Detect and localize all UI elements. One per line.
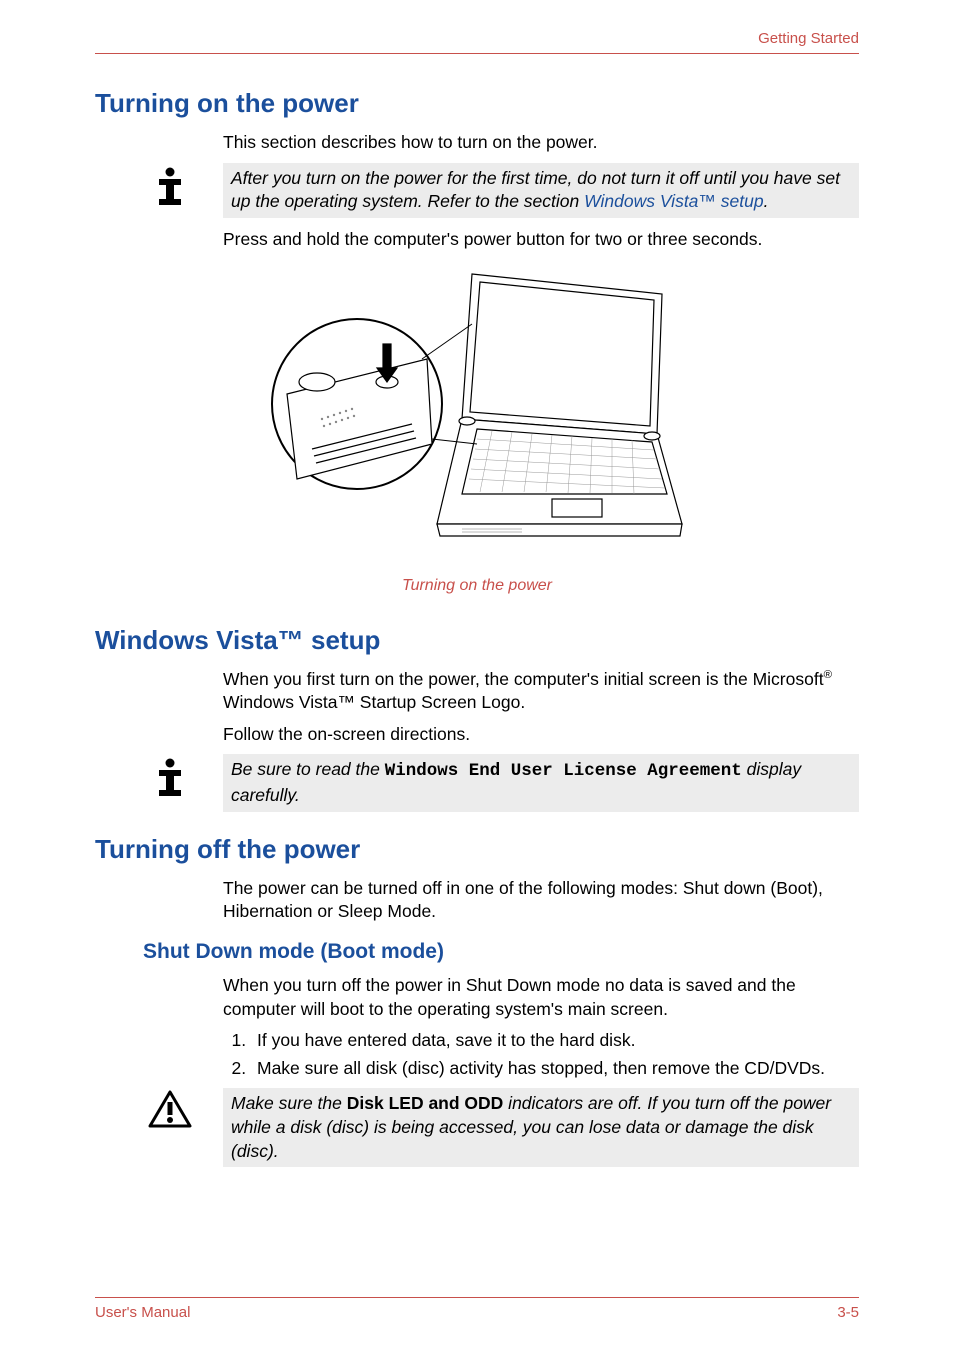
shutdown-step-1: If you have entered data, save it to the… [251, 1029, 859, 1053]
vista-p1-a: When you first turn on the power, the co… [223, 669, 824, 689]
header-section-title: Getting Started [95, 30, 859, 47]
info-icon [143, 163, 197, 205]
press-hold-text: Press and hold the computer's power butt… [223, 228, 859, 252]
header-rule [95, 53, 859, 54]
note-text: After you turn on the power for the firs… [223, 163, 859, 218]
shutdown-intro: When you turn off the power in Shut Down… [223, 974, 859, 1021]
eula-note-a: Be sure to read the [231, 759, 385, 779]
shutdown-step-2: Make sure all disk (disc) activity has s… [251, 1057, 859, 1081]
turning-on-intro: This section describes how to turn on th… [223, 131, 859, 155]
page-footer: User's Manual 3-5 [95, 1297, 859, 1321]
heading-turning-off: Turning off the power [95, 834, 859, 865]
heading-turning-on: Turning on the power [95, 88, 859, 119]
eula-mono: Windows End User License Agreement [385, 761, 742, 781]
footer-left: User's Manual [95, 1304, 190, 1321]
info-icon [143, 754, 197, 796]
registered-superscript: ® [824, 669, 832, 681]
warn-bold: Disk LED and ODD [347, 1093, 504, 1113]
vista-p2: Follow the on-screen directions. [223, 723, 859, 747]
warning-block-disk-led: Make sure the Disk LED and ODD indicator… [95, 1088, 859, 1167]
vista-p1-b: Windows Vista™ Startup Screen Logo. [223, 692, 525, 712]
warn-a: Make sure the [231, 1093, 347, 1113]
heading-vista-setup: Windows Vista™ setup [95, 625, 859, 656]
footer-rule [95, 1297, 859, 1298]
figure-caption-turning-on: Turning on the power [95, 577, 859, 595]
warning-icon [143, 1088, 197, 1130]
link-windows-vista-setup[interactable]: Windows Vista™ setup [584, 191, 763, 211]
note-text-eula: Be sure to read the Windows End User Lic… [223, 754, 859, 811]
heading-shutdown-mode: Shut Down mode (Boot mode) [143, 940, 859, 964]
figure-laptop-power [95, 264, 859, 569]
turning-off-intro: The power can be turned off in one of th… [223, 877, 859, 924]
note-block-power-first-time: After you turn on the power for the firs… [95, 163, 859, 218]
warning-text: Make sure the Disk LED and ODD indicator… [223, 1088, 859, 1167]
vista-p1: When you first turn on the power, the co… [223, 668, 859, 715]
shutdown-steps: If you have entered data, save it to the… [223, 1029, 859, 1080]
footer-page-number: 3-5 [837, 1304, 859, 1321]
note-suffix: . [764, 191, 769, 211]
note-block-eula: Be sure to read the Windows End User Lic… [95, 754, 859, 811]
